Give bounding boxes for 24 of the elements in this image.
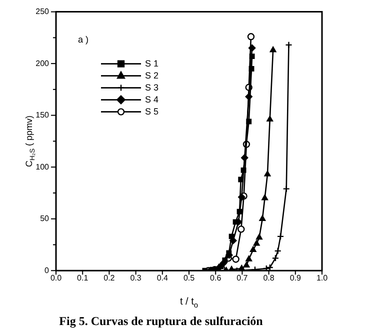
x-tick-label: 0.8 (263, 274, 275, 283)
legend-label: S 5 (145, 106, 159, 116)
x-tick-label: 0.4 (156, 274, 169, 283)
y-tick-label: 100 (36, 162, 50, 172)
legend-label: S 3 (145, 82, 159, 92)
y-tick-label: 250 (36, 7, 50, 16)
x-tick-label: 0.1 (77, 274, 89, 283)
y-tick-label: 50 (40, 214, 50, 224)
legend-label: S 4 (145, 94, 159, 104)
text: Fig 5. Curvas de ruptura de sulfuración (59, 314, 264, 328)
x-tick-label: 0.9 (290, 274, 302, 283)
x-tick-label: 0.5 (183, 274, 196, 283)
y-tick-label: 0 (44, 266, 50, 275)
y-tick-label: 150 (36, 110, 50, 120)
x-tick-label: 0.7 (236, 274, 248, 283)
x-tick-label: 0.6 (210, 274, 222, 283)
x-tick-label: 0.2 (104, 274, 116, 283)
x-tick-label: 0.3 (130, 274, 142, 283)
legend-label: S 1 (145, 58, 159, 68)
x-tick-label: 0.0 (50, 274, 62, 283)
legend-label: S 2 (145, 70, 159, 80)
y-tick-label: 200 (36, 58, 50, 68)
annotation: a ) (78, 34, 89, 44)
x-tick-label: 1.0 (316, 274, 328, 283)
